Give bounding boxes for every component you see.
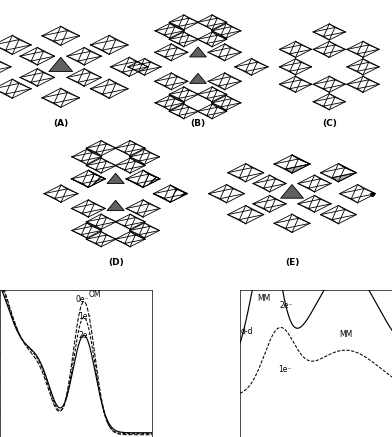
- Text: MM: MM: [339, 330, 352, 340]
- Polygon shape: [338, 163, 356, 173]
- Text: 0e⁻: 0e⁻: [75, 295, 89, 304]
- Text: 1e⁻: 1e⁻: [78, 312, 91, 321]
- Text: 1e⁻: 1e⁻: [278, 365, 291, 374]
- Text: (D): (D): [108, 258, 123, 267]
- Polygon shape: [107, 200, 124, 211]
- Polygon shape: [281, 184, 303, 198]
- Text: OM: OM: [88, 291, 101, 299]
- Polygon shape: [107, 173, 124, 184]
- Text: 2e⁻: 2e⁻: [280, 301, 293, 310]
- Text: (C): (C): [322, 119, 337, 128]
- Text: MM: MM: [257, 295, 270, 303]
- Polygon shape: [292, 155, 310, 164]
- Polygon shape: [190, 47, 206, 57]
- Polygon shape: [332, 173, 356, 182]
- Polygon shape: [49, 57, 73, 72]
- Text: 2e⁻: 2e⁻: [78, 331, 91, 340]
- Text: (A): (A): [53, 119, 68, 128]
- Text: (E): (E): [285, 258, 299, 267]
- Polygon shape: [286, 164, 310, 173]
- Text: d-d: d-d: [241, 327, 254, 336]
- Text: (B): (B): [191, 119, 205, 128]
- Polygon shape: [190, 73, 206, 83]
